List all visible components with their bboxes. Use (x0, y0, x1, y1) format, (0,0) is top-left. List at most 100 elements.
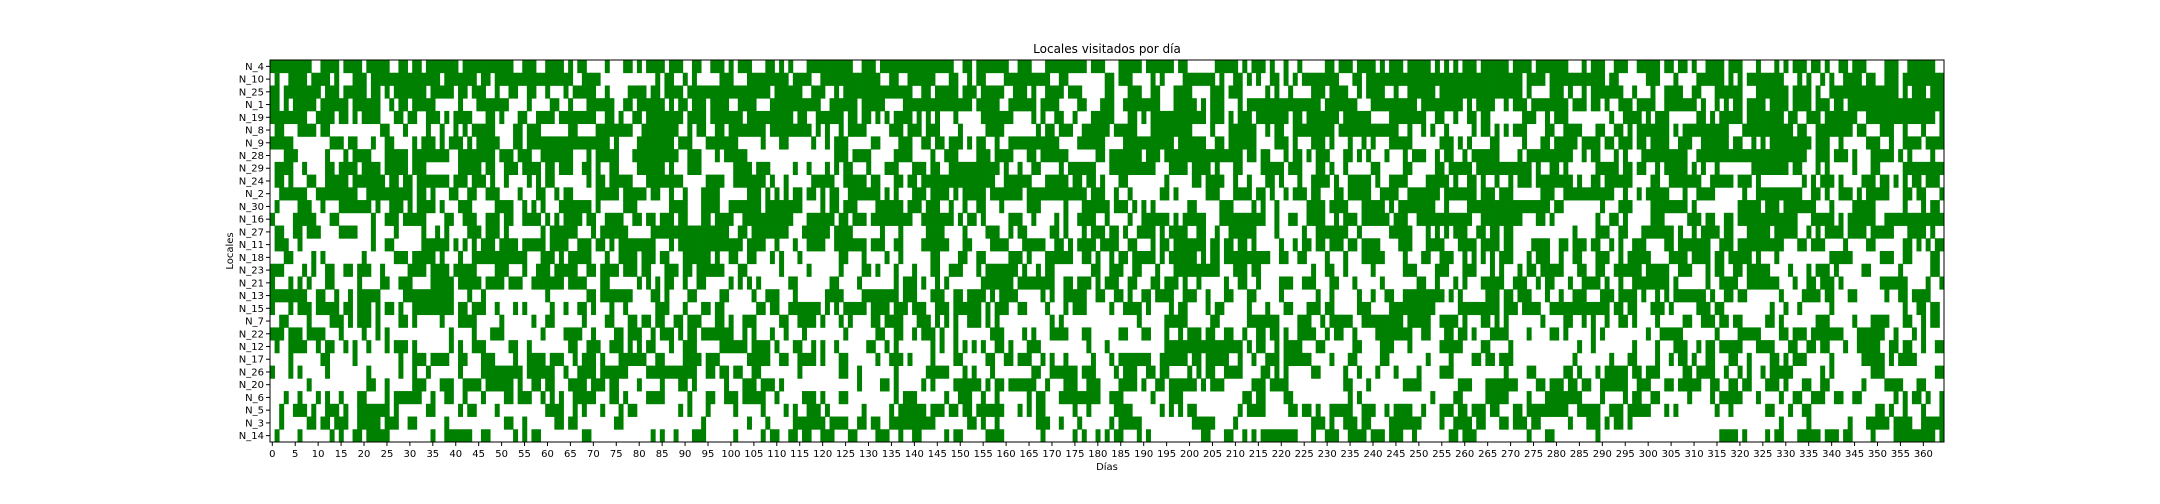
heatmap-cell (490, 327, 496, 341)
heatmap-cell (1636, 238, 1642, 252)
heatmap-cell (1636, 263, 1642, 277)
heatmap-cell (838, 123, 844, 137)
heatmap-cell (1311, 136, 1317, 150)
heatmap-cell (1095, 149, 1101, 163)
heatmap-cell (655, 352, 661, 366)
heatmap-cell (742, 200, 748, 214)
heatmap-cell (1746, 263, 1752, 277)
heatmap-cell (1774, 212, 1780, 226)
heatmap-cell (678, 212, 684, 226)
heatmap-cell (930, 200, 936, 214)
heatmap-cell (1081, 238, 1087, 252)
heatmap-cell (737, 110, 743, 125)
heatmap-cell (609, 238, 615, 252)
heatmap-cell (1237, 365, 1243, 379)
heatmap-cell (398, 251, 404, 265)
heatmap-cell (1178, 98, 1184, 112)
heatmap-cell (774, 340, 780, 354)
heatmap-cell (1682, 98, 1688, 112)
heatmap-cell (471, 263, 477, 277)
heatmap-cell (1191, 263, 1197, 277)
heatmap-cell (1632, 340, 1638, 354)
heatmap-cell (1393, 110, 1399, 125)
heatmap-cell (1178, 352, 1184, 366)
heatmap-cell (1480, 200, 1486, 214)
heatmap-cell (513, 72, 519, 86)
heatmap-cell (444, 110, 450, 125)
heatmap-cell (1132, 110, 1138, 125)
heatmap-cell (999, 85, 1005, 99)
heatmap-cell (568, 123, 574, 137)
heatmap-cell (297, 238, 303, 252)
heatmap-cell (678, 365, 684, 379)
heatmap-cell (1861, 352, 1867, 366)
heatmap-cell (1531, 149, 1537, 163)
heatmap-cell (1898, 110, 1904, 125)
heatmap-cell (1526, 263, 1532, 277)
heatmap-cell (1728, 149, 1734, 163)
heatmap-cell (1595, 276, 1601, 290)
heatmap-cell (1696, 110, 1702, 125)
heatmap-cell (1054, 136, 1060, 150)
heatmap-cell (1893, 212, 1899, 226)
heatmap-cell (494, 301, 500, 316)
heatmap-cell (581, 251, 587, 265)
heatmap-cell (485, 123, 491, 137)
heatmap-cell (1100, 174, 1106, 188)
heatmap-cell (902, 212, 908, 226)
heatmap-cell (536, 263, 541, 277)
heatmap-cell (1687, 123, 1693, 137)
heatmap-cell (1595, 187, 1601, 201)
heatmap-cell (884, 161, 890, 175)
heatmap-cell (288, 301, 294, 316)
heatmap-cell (948, 60, 954, 74)
heatmap-cell (1489, 60, 1495, 74)
heatmap-cell (1544, 98, 1550, 112)
heatmap-cell (1448, 187, 1454, 201)
heatmap-cell (939, 174, 945, 188)
heatmap-cell (1696, 174, 1702, 188)
heatmap-cell (1508, 225, 1514, 239)
heatmap-cell (875, 289, 881, 303)
heatmap-cell (829, 212, 835, 226)
heatmap-cell (1659, 123, 1665, 137)
heatmap-cell (1389, 301, 1395, 316)
heatmap-cell (1398, 327, 1404, 341)
heatmap-cell (600, 136, 606, 150)
heatmap-cell (1604, 174, 1610, 188)
heatmap-cell (893, 365, 899, 379)
heatmap-cell (765, 187, 771, 201)
heatmap-cell (1549, 327, 1555, 341)
heatmap-cell (1888, 72, 1894, 86)
heatmap-cell (1641, 225, 1647, 239)
heatmap-cell (1068, 289, 1074, 303)
heatmap-cell (1613, 149, 1619, 163)
heatmap-cell (490, 98, 496, 112)
heatmap-cell (435, 225, 441, 239)
heatmap-cell (1600, 225, 1606, 239)
heatmap-cell (1205, 289, 1211, 303)
heatmap-cell (687, 161, 693, 175)
heatmap-cell (1453, 161, 1459, 175)
heatmap-cell (925, 238, 931, 252)
heatmap-cell (1485, 98, 1491, 112)
heatmap-cell (870, 187, 876, 201)
heatmap-cell (439, 149, 445, 163)
heatmap-cell (939, 238, 945, 252)
heatmap-cell (1191, 352, 1197, 366)
heatmap-cell (1123, 149, 1129, 163)
heatmap-cell (1311, 98, 1317, 112)
heatmap-cell (1815, 136, 1821, 150)
heatmap-cell (421, 225, 427, 239)
heatmap-cell (1508, 85, 1514, 99)
heatmap-cell (957, 123, 963, 137)
heatmap-cell (526, 238, 532, 252)
heatmap-cell (1155, 85, 1161, 99)
heatmap-cell (1407, 98, 1413, 112)
heatmap-cell (884, 60, 890, 74)
heatmap-cell (1008, 72, 1014, 86)
heatmap-cell (1792, 161, 1798, 175)
heatmap-cell (1026, 352, 1032, 366)
heatmap-cell (1288, 301, 1294, 316)
heatmap-cell (1893, 110, 1899, 125)
